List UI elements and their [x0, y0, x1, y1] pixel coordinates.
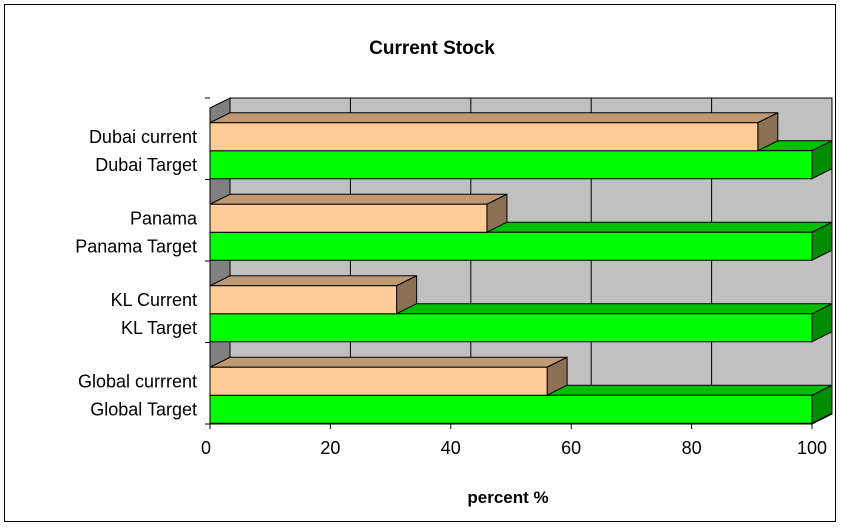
- x-tick-label-100: 100: [797, 438, 827, 458]
- category-label-global-target: Global Target: [90, 399, 197, 419]
- bar-front-global-currrent: [210, 367, 547, 395]
- category-label-panama: Panama: [130, 208, 198, 228]
- bar-top-kl-current: [210, 276, 417, 286]
- category-label-global-currrent: Global currrent: [78, 371, 197, 391]
- category-label-kl-target: KL Target: [121, 318, 197, 338]
- bar-global-currrent: [210, 357, 567, 395]
- bar-front-kl-target: [210, 314, 812, 342]
- bar-front-panama: [210, 204, 487, 232]
- x-tick-label-60: 60: [561, 438, 581, 458]
- category-labels: Global Target Global currrent KL Target KL …: [75, 127, 198, 420]
- bar-front-dubai-current: [210, 123, 758, 151]
- bar-top-panama: [210, 194, 507, 204]
- bar-front-dubai-target: [210, 151, 812, 179]
- bar-front-panama-target: [210, 232, 812, 260]
- category-label-panama-target: Panama Target: [75, 236, 197, 256]
- bar-kl-current: [210, 276, 417, 314]
- x-axis-title: percent %: [467, 488, 548, 507]
- bar-front-kl-current: [210, 286, 397, 314]
- bar-dubai-current: [210, 113, 778, 151]
- bar-top-dubai-current: [210, 113, 778, 123]
- category-label-kl-current: KL Current: [111, 290, 197, 310]
- bar-top-global-currrent: [210, 357, 567, 367]
- bar-panama: [210, 194, 507, 232]
- bar-front-global-target: [210, 395, 812, 423]
- category-label-dubai-target: Dubai Target: [95, 155, 197, 175]
- category-label-dubai-current: Dubai current: [89, 127, 197, 147]
- x-tick-label-0: 0: [201, 438, 211, 458]
- chart-title: Current Stock: [369, 38, 495, 59]
- x-tick-label-80: 80: [682, 438, 702, 458]
- x-tick-label-20: 20: [320, 438, 340, 458]
- x-tick-labels: 0 20 40 60 80 100: [201, 438, 827, 458]
- x-tick-label-40: 40: [441, 438, 461, 458]
